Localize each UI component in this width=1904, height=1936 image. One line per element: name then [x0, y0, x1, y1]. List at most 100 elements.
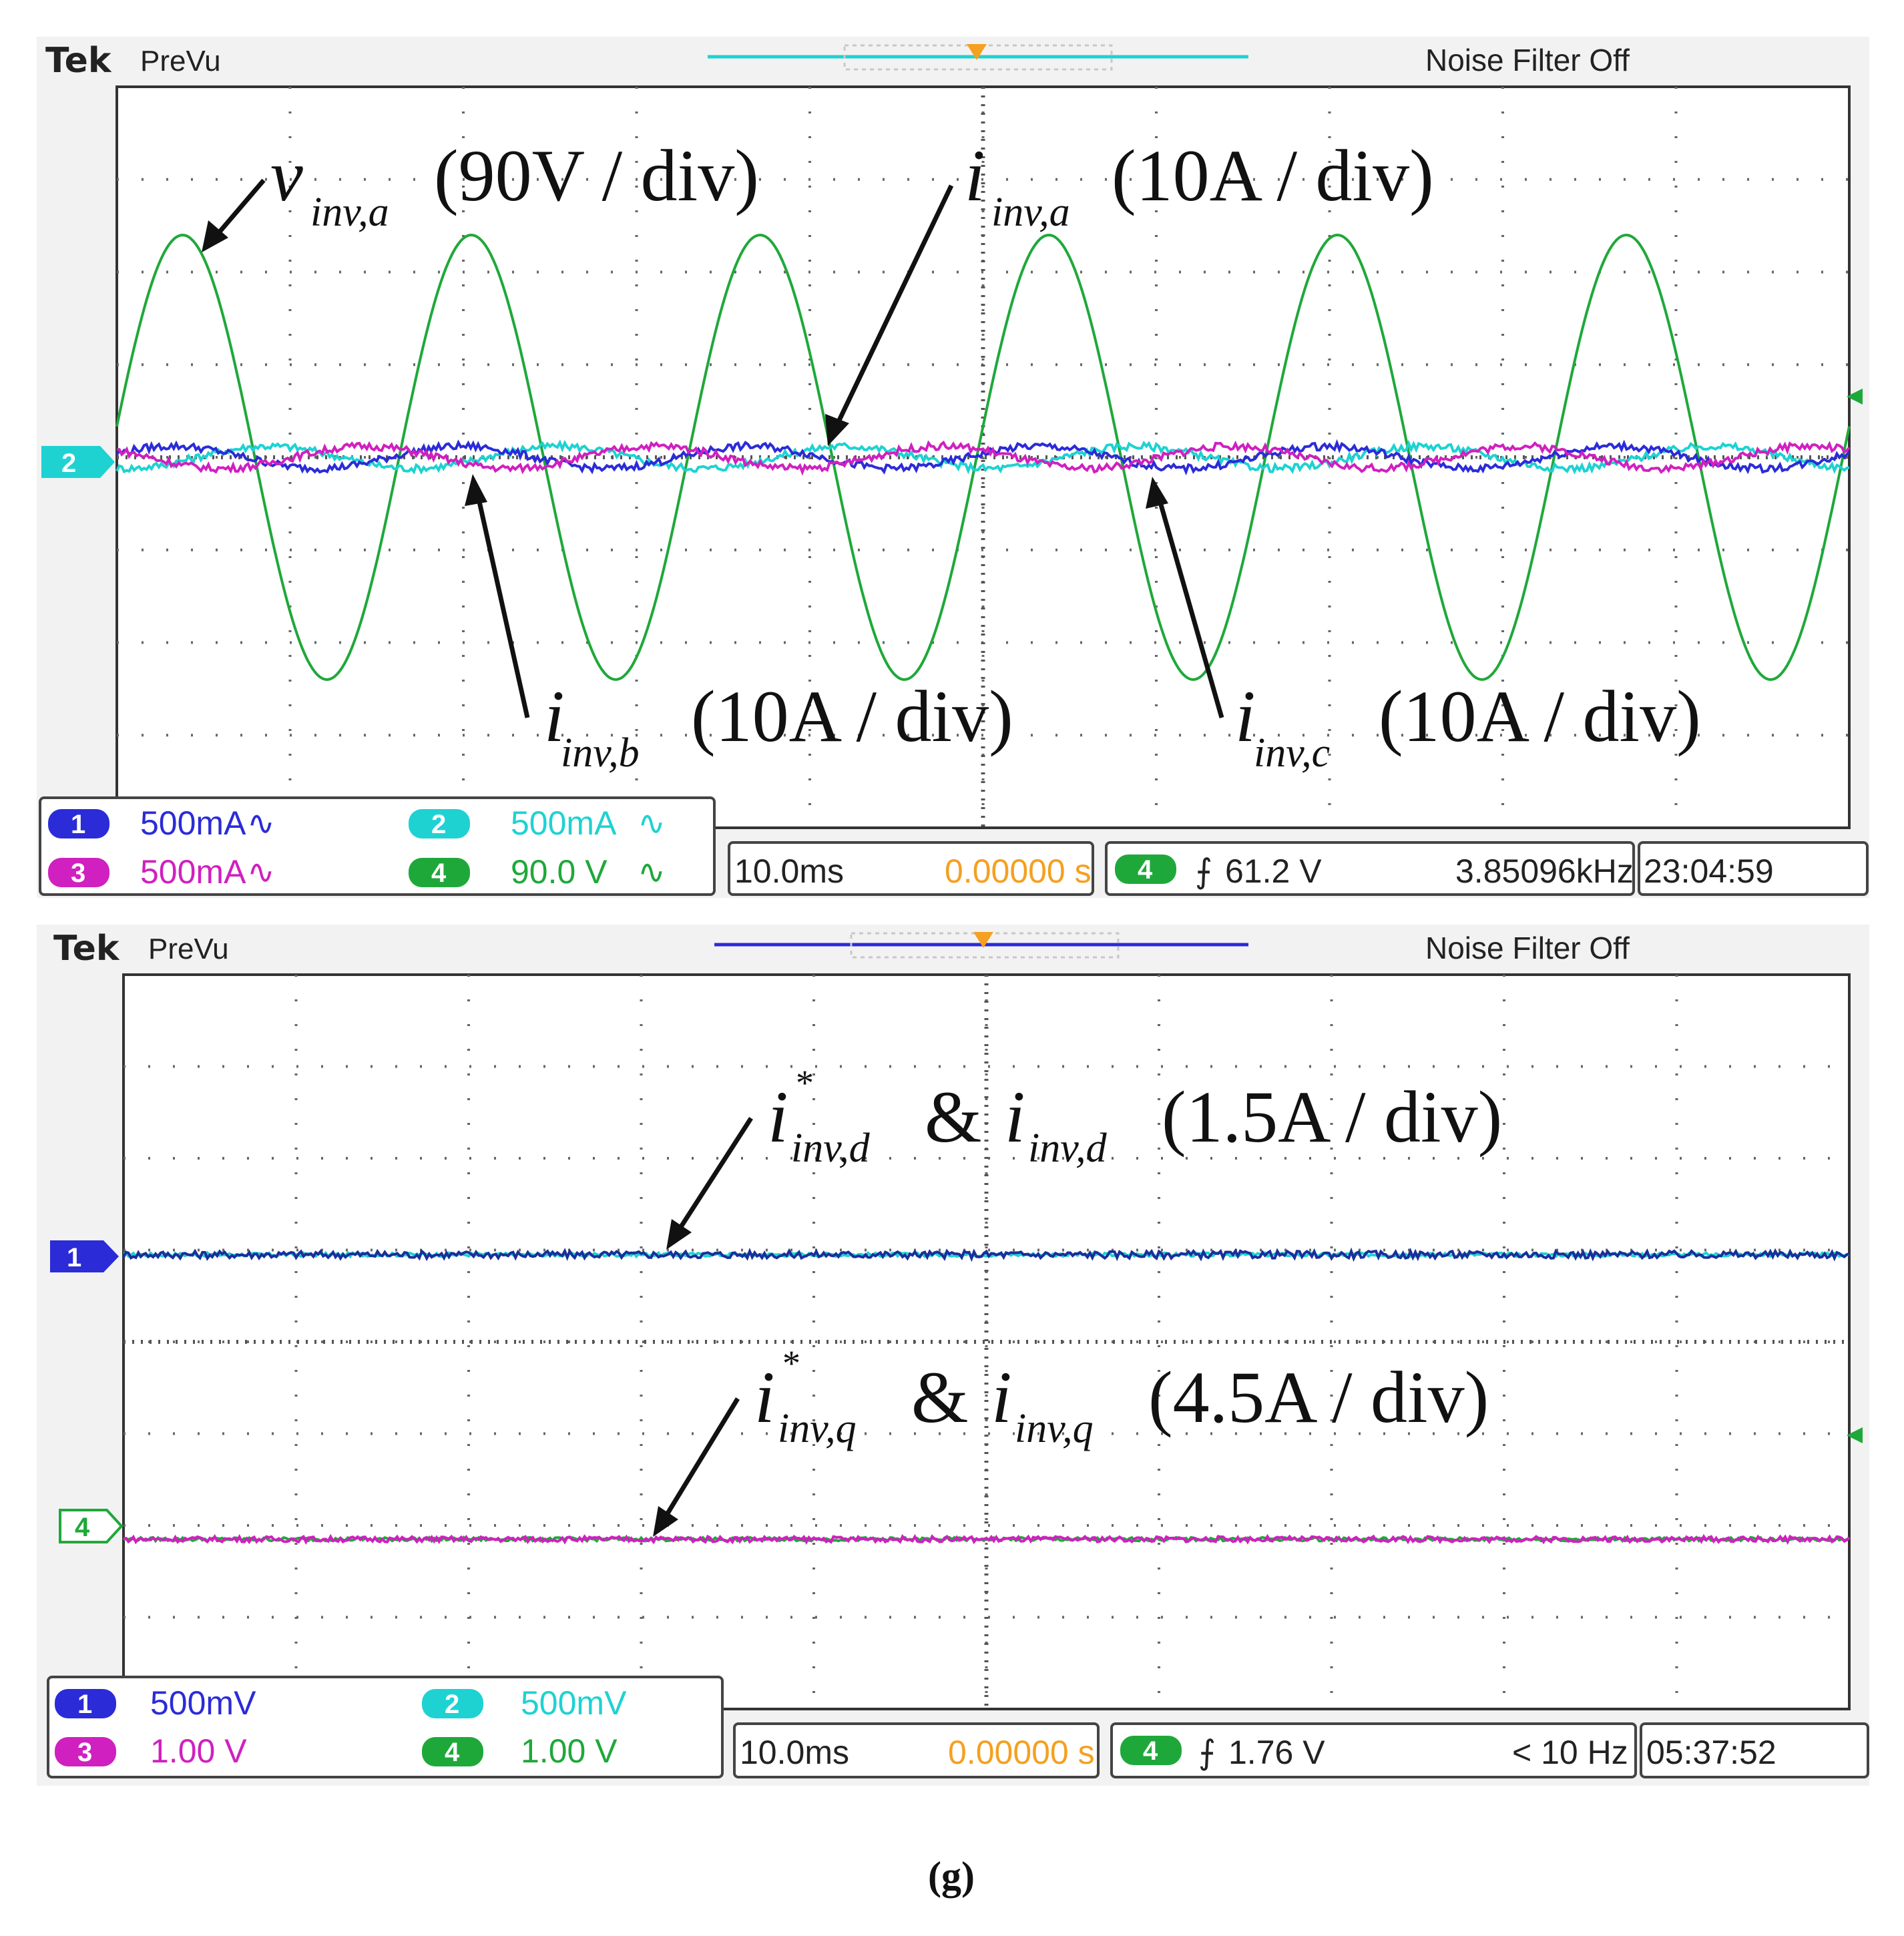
trace-i-inv-d [122, 1247, 1850, 1262]
svg-text:inv,q: inv,q [1015, 1406, 1094, 1451]
annotation-i-inv-b: i inv,b (10A / div) [544, 676, 1013, 776]
scope-bottom-brand: Tek [53, 929, 120, 969]
svg-text:2: 2 [445, 1690, 459, 1719]
scope-top-traces [115, 233, 1851, 682]
arrow-i-inv-a [833, 184, 954, 429]
annotation-i-inv-d: i * inv,d & i inv,d (1.5A / div) [768, 1063, 1502, 1171]
trace-v-inv-a [115, 233, 1851, 682]
svg-text:1.00 V: 1.00 V [521, 1732, 618, 1770]
svg-text:(10A / div): (10A / div) [691, 676, 1013, 757]
marker-ch4: 4 [59, 1509, 124, 1543]
svg-text:1.76 V: 1.76 V [1228, 1734, 1325, 1771]
scope-bottom-traces [122, 1247, 1851, 1545]
svg-text:i: i [965, 135, 985, 216]
arrow-v-inv-a-head-icon [202, 220, 228, 252]
svg-text:i: i [754, 1357, 775, 1438]
svg-text:v: v [270, 135, 303, 216]
svg-text:500mV: 500mV [150, 1684, 256, 1722]
annotation-i-inv-q: i * inv,q & i inv,q (4.5A / div) [754, 1343, 1489, 1451]
svg-text:inv,b: inv,b [561, 730, 640, 776]
trace-i-inv-a [115, 439, 1850, 475]
svg-text:1: 1 [67, 1243, 81, 1272]
trace-i-inv-d [123, 1250, 1850, 1259]
svg-text:4: 4 [445, 1738, 460, 1767]
svg-text:inv,a: inv,a [310, 190, 389, 235]
svg-text:i: i [991, 1357, 1012, 1438]
scope-top-timebase-readout: 10.0ms 0.00000 s [728, 841, 1094, 896]
svg-text:3.85096kHz: 3.85096kHz [1455, 853, 1634, 890]
scope-top-brand: Tek [45, 41, 112, 81]
arrow-i-inv-b-head-icon [465, 474, 487, 506]
arrow-i-inv-d [674, 1117, 753, 1236]
svg-text:4: 4 [431, 859, 447, 888]
scope-bottom: Tek PreVu Noise Filter Off 1 4 i * inv,d… [37, 925, 1869, 1786]
svg-text:i: i [1235, 676, 1256, 757]
svg-text:(1.5A / div): (1.5A / div) [1162, 1076, 1502, 1158]
svg-text:⨍: ⨍ [1195, 853, 1212, 890]
svg-text:&: & [925, 1076, 982, 1158]
svg-text:(90V / div): (90V / div) [434, 135, 759, 216]
arrow-i-inv-q [660, 1397, 740, 1523]
scope-bottom-timebase-readout: 10.0ms 0.00000 s [733, 1722, 1100, 1778]
svg-text:(4.5A / div): (4.5A / div) [1148, 1357, 1489, 1438]
trace-i-inv-q [123, 1533, 1851, 1545]
trace-i-inv-b [115, 439, 1851, 476]
arrow-v-inv-a [210, 178, 266, 242]
scope-top-mode: PreVu [140, 45, 221, 77]
svg-text:500mA: 500mA [140, 853, 246, 891]
figure-caption: (g) [928, 1854, 975, 1898]
arrow-i-inv-c [1156, 495, 1224, 718]
scope-top-clock-readout: 23:04:59 [1638, 841, 1869, 896]
scope-bottom-clock-readout: 05:37:52 [1640, 1722, 1869, 1778]
scope-top-channel-readout: 1 500mA ∿ 2 500mA ∿ 3 500mA ∿ 4 90.0 V ∿ [39, 796, 716, 896]
scope-top: Tek PreVu Noise Filter Off T 2 v inv,a (… [37, 37, 1869, 898]
scope-bottom-trigger-readout: 4 ⨍ 1.76 V < 10 Hz [1110, 1722, 1637, 1778]
svg-text:2: 2 [61, 449, 76, 478]
svg-text:500mV: 500mV [521, 1684, 627, 1722]
ground-marker-ch2: 2 [41, 446, 115, 478]
svg-text:10.0ms: 10.0ms [734, 853, 844, 890]
svg-text:inv,q: inv,q [778, 1406, 857, 1451]
arrow-i-inv-b [475, 492, 530, 718]
svg-text:10.0ms: 10.0ms [740, 1734, 849, 1771]
svg-text:*: * [782, 1343, 800, 1383]
svg-text:500mA: 500mA [511, 804, 617, 842]
scope-bottom-channel-readout: 1 500mV 2 500mV 3 1.00 V 4 1.00 V [47, 1676, 724, 1778]
marker-ch1: 1 [50, 1240, 119, 1272]
svg-text:3: 3 [71, 859, 85, 888]
scope-top-grid [117, 87, 1849, 828]
scope-bottom-status: Noise Filter Off [1425, 931, 1630, 965]
trigger-level-arrow-icon [1847, 389, 1863, 405]
svg-text:4: 4 [1143, 1736, 1158, 1766]
svg-text:∿: ∿ [638, 853, 666, 891]
svg-text:∿: ∿ [247, 853, 275, 891]
scope-bottom-mode: PreVu [148, 933, 229, 965]
svg-text:90.0 V: 90.0 V [511, 853, 608, 891]
arrow-i-inv-q-head-icon [653, 1506, 678, 1537]
svg-text:1.00 V: 1.00 V [150, 1732, 247, 1770]
svg-text:inv,d: inv,d [791, 1126, 871, 1171]
svg-text:2: 2 [431, 810, 446, 839]
svg-text:inv,a: inv,a [991, 190, 1070, 235]
svg-text:4: 4 [75, 1513, 90, 1542]
trace-i-inv-c [117, 440, 1851, 476]
scope-top-status: Noise Filter Off [1425, 43, 1630, 77]
svg-text:500mA: 500mA [140, 804, 246, 842]
annotation-i-inv-c: i inv,c (10A / div) [1235, 676, 1701, 776]
svg-text:∿: ∿ [638, 804, 666, 842]
arrow-i-inv-c-head-icon [1146, 477, 1168, 509]
svg-text:∿: ∿ [247, 804, 275, 842]
svg-text:23:04:59: 23:04:59 [1644, 853, 1774, 890]
svg-text:(10A / div): (10A / div) [1379, 676, 1701, 757]
svg-text:61.2 V: 61.2 V [1225, 853, 1322, 890]
svg-text:05:37:52: 05:37:52 [1646, 1734, 1776, 1771]
svg-text:1: 1 [77, 1690, 92, 1719]
svg-text:(10A / div): (10A / div) [1112, 135, 1434, 216]
arrow-i-inv-d-head-icon [666, 1219, 692, 1250]
svg-text:inv,d: inv,d [1028, 1126, 1108, 1171]
svg-text:0.00000 s: 0.00000 s [945, 853, 1092, 890]
scope-bottom-grid [124, 975, 1849, 1709]
svg-text:&: & [911, 1357, 969, 1438]
scope-bottom-record-window [850, 932, 1120, 959]
